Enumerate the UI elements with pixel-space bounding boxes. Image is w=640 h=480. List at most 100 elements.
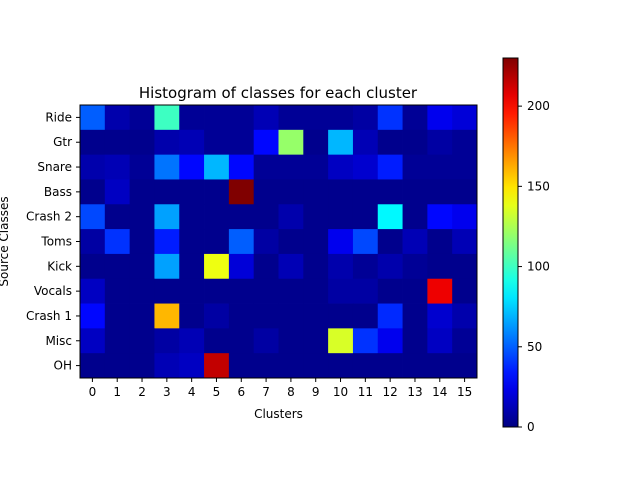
colorbar-tick-label: 200 [527,99,550,113]
heatmap-cell [402,105,428,131]
heatmap-cell [104,179,131,205]
heatmap-cell [253,229,279,255]
x-tick-label: 2 [138,385,146,399]
heatmap-cell [402,154,428,180]
heatmap-cell [402,253,428,280]
heatmap-cell [154,129,180,156]
colorbar-ticks: 0 50 100 150 200 [518,99,550,434]
heatmap-cell [104,154,131,180]
heatmap-cell [352,179,379,205]
heatmap-cell [228,229,255,255]
heatmap-cell [80,253,106,280]
heatmap-cell [427,353,453,379]
heatmap-cell [402,179,428,205]
colorbar-tick-label: 0 [527,420,535,434]
heatmap-cell [427,278,453,304]
heatmap-cell [352,129,379,156]
heatmap-cell [377,129,403,156]
heatmap-cell [179,129,205,156]
heatmap-cell [80,105,106,131]
x-tick-label: 10 [333,385,348,399]
heatmap-cell [179,229,205,255]
y-tick-label: Bass [44,185,72,199]
heatmap-cell [80,179,106,205]
heatmap-cell [452,328,478,354]
x-tick-label: 12 [383,385,398,399]
heatmap-cell [402,303,428,329]
heatmap-cell [328,328,354,354]
heatmap-cell [104,105,131,131]
heatmap-cell [104,204,131,230]
heatmap-cell [179,278,205,304]
heatmap-cell [328,129,354,156]
heatmap-cell [179,179,205,205]
heatmap-cell [278,179,304,205]
colorbar-tick-label: 100 [527,260,550,274]
heatmap-cell [253,154,279,180]
heatmap-cell [427,129,453,156]
x-tick-label: 7 [262,385,270,399]
heatmap-cell [154,278,180,304]
y-tick-label: Gtr [53,135,72,149]
colorbar [502,57,519,428]
heatmap-cell [204,303,230,329]
heatmap-cell [352,353,379,379]
x-tick-label: 9 [312,385,320,399]
heatmap-cell [104,229,131,255]
heatmap-cell [104,303,131,329]
heatmap-cell [328,154,354,180]
heatmap-cell [377,278,403,304]
heatmap-cell [104,129,131,156]
y-tick-label: Crash 1 [26,309,72,323]
heatmap-cell [129,278,155,304]
heatmap-cell [129,328,155,354]
heatmap-cell [129,105,155,131]
heatmap-cell [303,129,329,156]
heatmap-cell [303,204,329,230]
heatmap-cell [104,353,131,379]
heatmap-cell [228,353,255,379]
heatmap-cell [278,303,304,329]
heatmap-cell [179,328,205,354]
y-tick-label: Kick [47,259,72,273]
heatmap-cell [80,229,106,255]
heatmap-cell [452,353,478,379]
heatmap-cell [278,129,304,156]
x-tick-label: 8 [287,385,295,399]
heatmap-cell [228,154,255,180]
heatmap-cell [303,105,329,131]
heatmap-cell [402,278,428,304]
heatmap-cell [204,229,230,255]
y-axis-label: Source Classes [0,196,11,286]
chart-title: Histogram of classes for each cluster [139,84,418,102]
heatmap-cell [253,105,279,131]
heatmap-cell [427,179,453,205]
heatmap-cell [129,204,155,230]
heatmap-cell [278,229,304,255]
heatmap-cell [179,353,205,379]
heatmap-cell [328,229,354,255]
heatmap-cell [253,179,279,205]
heatmap-cell [154,303,180,329]
heatmap-cell [352,328,379,354]
heatmap-cell [377,229,403,255]
y-tick-label: Vocals [34,284,72,298]
x-tick-label: 15 [457,385,472,399]
heatmap-cell [278,105,304,131]
heatmap-cell [179,105,205,131]
heatmap-cell [154,253,180,280]
heatmap-cell [352,204,379,230]
heatmap-cell [129,129,155,156]
heatmap-cell [427,204,453,230]
heatmap-cell [352,154,379,180]
heatmap-cell [452,253,478,280]
heatmap-cell [328,204,354,230]
heatmap-cell [452,105,478,131]
heatmap-cell [328,253,354,280]
heatmap-cell [377,253,403,280]
colorbar-tick-label: 150 [527,179,550,193]
heatmap-cell [80,154,106,180]
heatmap-cell [427,229,453,255]
heatmap-cell [377,303,403,329]
